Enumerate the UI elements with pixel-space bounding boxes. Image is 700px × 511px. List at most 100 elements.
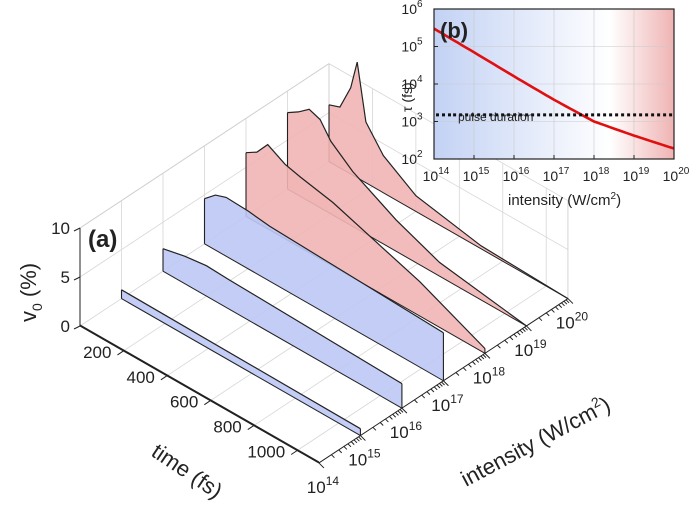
y-minor-tick bbox=[379, 422, 384, 426]
y-minor-tick bbox=[338, 449, 343, 454]
ribbon-outline bbox=[328, 61, 569, 300]
y-tick bbox=[567, 298, 574, 304]
inset-grid bbox=[434, 9, 674, 159]
x-tick bbox=[247, 425, 255, 431]
y-minor-tick bbox=[421, 394, 426, 399]
ribbon-fill bbox=[329, 62, 568, 299]
y-minor-tick bbox=[389, 416, 393, 420]
y-tick-label: 1019 bbox=[514, 337, 547, 360]
x-axis-label: time (fs) bbox=[147, 438, 227, 503]
y-tick bbox=[318, 462, 325, 469]
x-tick bbox=[290, 450, 298, 455]
y-minor-tick bbox=[436, 384, 441, 389]
y-minor-tick bbox=[414, 399, 418, 404]
y-minor-tick bbox=[358, 436, 362, 441]
y-minor-tick bbox=[430, 388, 435, 393]
y-minor-tick bbox=[519, 329, 524, 334]
y-tick-label: 1014 bbox=[307, 474, 340, 497]
y-tick-label: 1017 bbox=[431, 392, 464, 415]
y-minor-tick bbox=[426, 391, 431, 396]
inset-y-tick-label: 105 bbox=[401, 37, 423, 55]
y-minor-tick bbox=[395, 412, 399, 416]
inset-y-tick-label: 106 bbox=[401, 0, 423, 17]
inset-tau-curve bbox=[433, 27, 675, 150]
y-minor-tick bbox=[462, 367, 467, 372]
y-tick-label: 1016 bbox=[390, 419, 423, 442]
z-tick bbox=[73, 227, 81, 232]
y-minor-tick bbox=[455, 372, 460, 376]
inset-x-tick-label: 1015 bbox=[463, 166, 490, 184]
x-tick bbox=[160, 375, 168, 381]
x-tick-label: 600 bbox=[170, 393, 198, 412]
ribbon-outline bbox=[162, 248, 403, 385]
y-minor-tick bbox=[480, 355, 485, 360]
inset-y-tick-label: 102 bbox=[401, 149, 423, 167]
z-tick-label: 5 bbox=[61, 268, 70, 287]
ribbon-fill bbox=[163, 248, 402, 409]
y-minor-tick bbox=[551, 309, 555, 313]
ribbon-outline bbox=[121, 289, 361, 430]
y-minor-tick bbox=[441, 381, 445, 386]
y-tick bbox=[360, 435, 366, 441]
inset-x-tick-label: 1020 bbox=[663, 166, 690, 184]
y-minor-tick bbox=[513, 333, 518, 338]
panel-label-b: (b) bbox=[440, 18, 468, 43]
y-tick-label: 1018 bbox=[473, 364, 506, 387]
y-minor-tick bbox=[392, 413, 397, 418]
y-minor-tick bbox=[439, 383, 443, 387]
y-tick-label: 1015 bbox=[348, 447, 381, 470]
ribbon-fill bbox=[246, 144, 485, 354]
ribbon-base bbox=[121, 298, 361, 436]
tick-labels-time: 200 400 600 800 1000 bbox=[83, 343, 285, 462]
y-minor-tick bbox=[558, 304, 563, 308]
z-tick bbox=[73, 325, 81, 330]
z-tick bbox=[73, 276, 81, 281]
x-tick-label: 400 bbox=[127, 368, 155, 387]
y-minor-tick bbox=[482, 354, 487, 358]
y-minor-tick bbox=[524, 326, 528, 331]
z-tick-label: 0 bbox=[61, 317, 70, 336]
panel-label-a: (a) bbox=[88, 226, 117, 253]
inset-annotation: pulse duration bbox=[458, 110, 533, 124]
y-minor-tick bbox=[347, 443, 352, 448]
inset-lines bbox=[433, 27, 675, 150]
x-tick bbox=[204, 400, 211, 406]
y-minor-tick bbox=[472, 361, 476, 365]
y-minor-tick bbox=[497, 344, 501, 349]
y-minor-tick bbox=[433, 386, 438, 391]
x-tick-label: 1000 bbox=[247, 443, 285, 462]
z-tick-label: 10 bbox=[51, 219, 70, 238]
inset-y-tick-label: 103 bbox=[401, 112, 423, 130]
y-minor-tick bbox=[331, 454, 335, 459]
ribbon-fill bbox=[204, 195, 444, 381]
y-tick bbox=[526, 325, 532, 332]
ribbon-fill bbox=[121, 289, 361, 436]
y-minor-tick bbox=[399, 409, 404, 413]
inset-x-tick-label: 1016 bbox=[503, 166, 530, 184]
ribbon-base bbox=[162, 270, 403, 409]
x-tick bbox=[117, 350, 124, 356]
z-axis-label: v0 (%) bbox=[16, 263, 45, 322]
inset-x-tick-label: 1017 bbox=[543, 166, 570, 184]
y-tick bbox=[484, 352, 491, 359]
inset-x-tick-label: 1014 bbox=[423, 166, 450, 184]
y-minor-tick bbox=[522, 328, 526, 332]
inset-ticks: 1014 1015 1016 1017 1018 1019 1020 102 103 104 105… bbox=[401, 0, 689, 184]
y-minor-tick bbox=[343, 446, 348, 450]
inset-x-tick-label: 1018 bbox=[583, 166, 610, 184]
y-minor-tick bbox=[565, 299, 570, 304]
y-minor-tick bbox=[468, 363, 472, 368]
inset-y-axis-label: τ (fs) bbox=[399, 82, 415, 112]
y-minor-tick bbox=[538, 317, 543, 322]
inset-x-tick-label: 1019 bbox=[623, 166, 650, 184]
x-tick-label: 800 bbox=[213, 418, 241, 437]
y-minor-tick bbox=[545, 312, 550, 317]
wall-edge bbox=[79, 63, 330, 229]
y-minor-tick bbox=[504, 339, 509, 344]
y-minor-tick bbox=[509, 336, 514, 341]
y-minor-tick bbox=[516, 331, 521, 336]
inset-x-axis-label: intensity (W/cm2) bbox=[508, 191, 621, 209]
x-axis-line bbox=[79, 325, 320, 464]
y-minor-tick bbox=[385, 418, 389, 423]
